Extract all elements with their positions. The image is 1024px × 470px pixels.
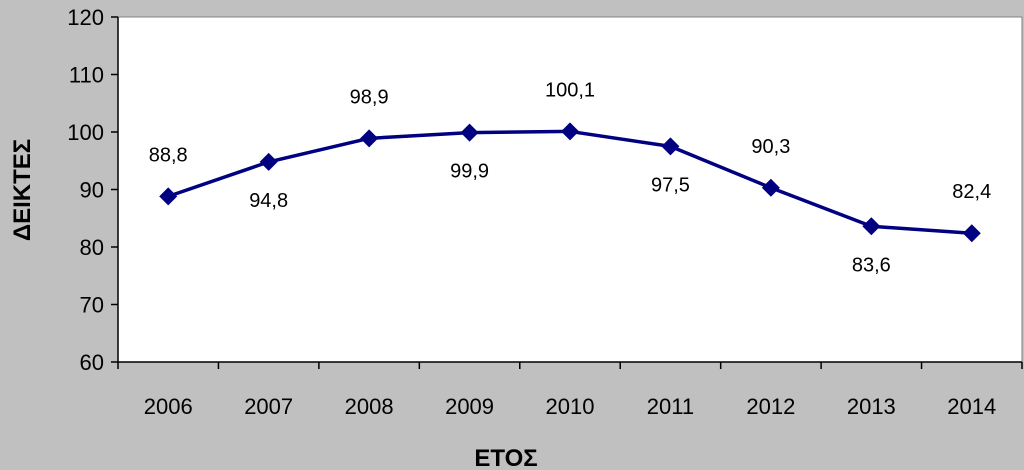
x-tick-label: 2010: [546, 394, 595, 419]
y-tick-label: 100: [67, 120, 104, 145]
y-tick-label: 60: [80, 350, 104, 375]
x-tick-label: 2012: [746, 394, 795, 419]
data-label: 98,9: [350, 86, 389, 108]
data-point: [761, 178, 780, 197]
data-point: [561, 122, 579, 141]
plot-area: [117, 16, 1023, 363]
data-point: [661, 137, 680, 156]
data-label: 99,9: [450, 161, 489, 183]
x-axis-title: ΕΤΟΣ: [474, 445, 537, 470]
x-tick-label: 2007: [244, 394, 293, 419]
y-tick-label: 110: [69, 63, 104, 88]
data-point: [862, 217, 881, 236]
data-point: [360, 129, 379, 148]
data-labels: 88,8 94,8 98,9 99,9 100,1 97,5 90,3 83,6 82,4: [149, 79, 991, 276]
data-label: 90,3: [751, 136, 790, 158]
data-point: [159, 187, 178, 206]
x-tick-label: 2013: [847, 394, 896, 419]
x-tick-label: 2011: [647, 394, 694, 419]
data-label: 83,6: [852, 254, 891, 276]
data-label: 100,1: [545, 79, 595, 101]
x-tick-label: 2006: [144, 394, 193, 419]
data-label: 97,5: [651, 174, 690, 196]
data-label: 88,8: [149, 144, 188, 166]
x-tick-label: 2009: [445, 394, 494, 419]
data-label: 82,4: [952, 181, 991, 203]
data-point: [962, 224, 981, 243]
y-tick-label: 70: [80, 293, 104, 318]
y-axis-ticks: 60 70 80 90 100 110 120: [67, 5, 118, 375]
data-point: [259, 152, 278, 171]
data-series: [159, 122, 981, 243]
y-tick-label: 80: [80, 235, 104, 260]
data-point: [460, 123, 479, 142]
x-tick-label: 2008: [345, 394, 394, 419]
y-tick-label: 90: [80, 178, 104, 203]
x-tick-label: 2014: [947, 394, 996, 419]
y-axis-title: ΔΕΙΚΤΕΣ: [9, 139, 36, 241]
y-tick-label: 120: [67, 5, 104, 30]
data-label: 94,8: [249, 190, 288, 212]
x-axis-ticks: 2006 2007 2008 2009 2010 2011 2012 2013 2014: [117, 362, 1023, 419]
